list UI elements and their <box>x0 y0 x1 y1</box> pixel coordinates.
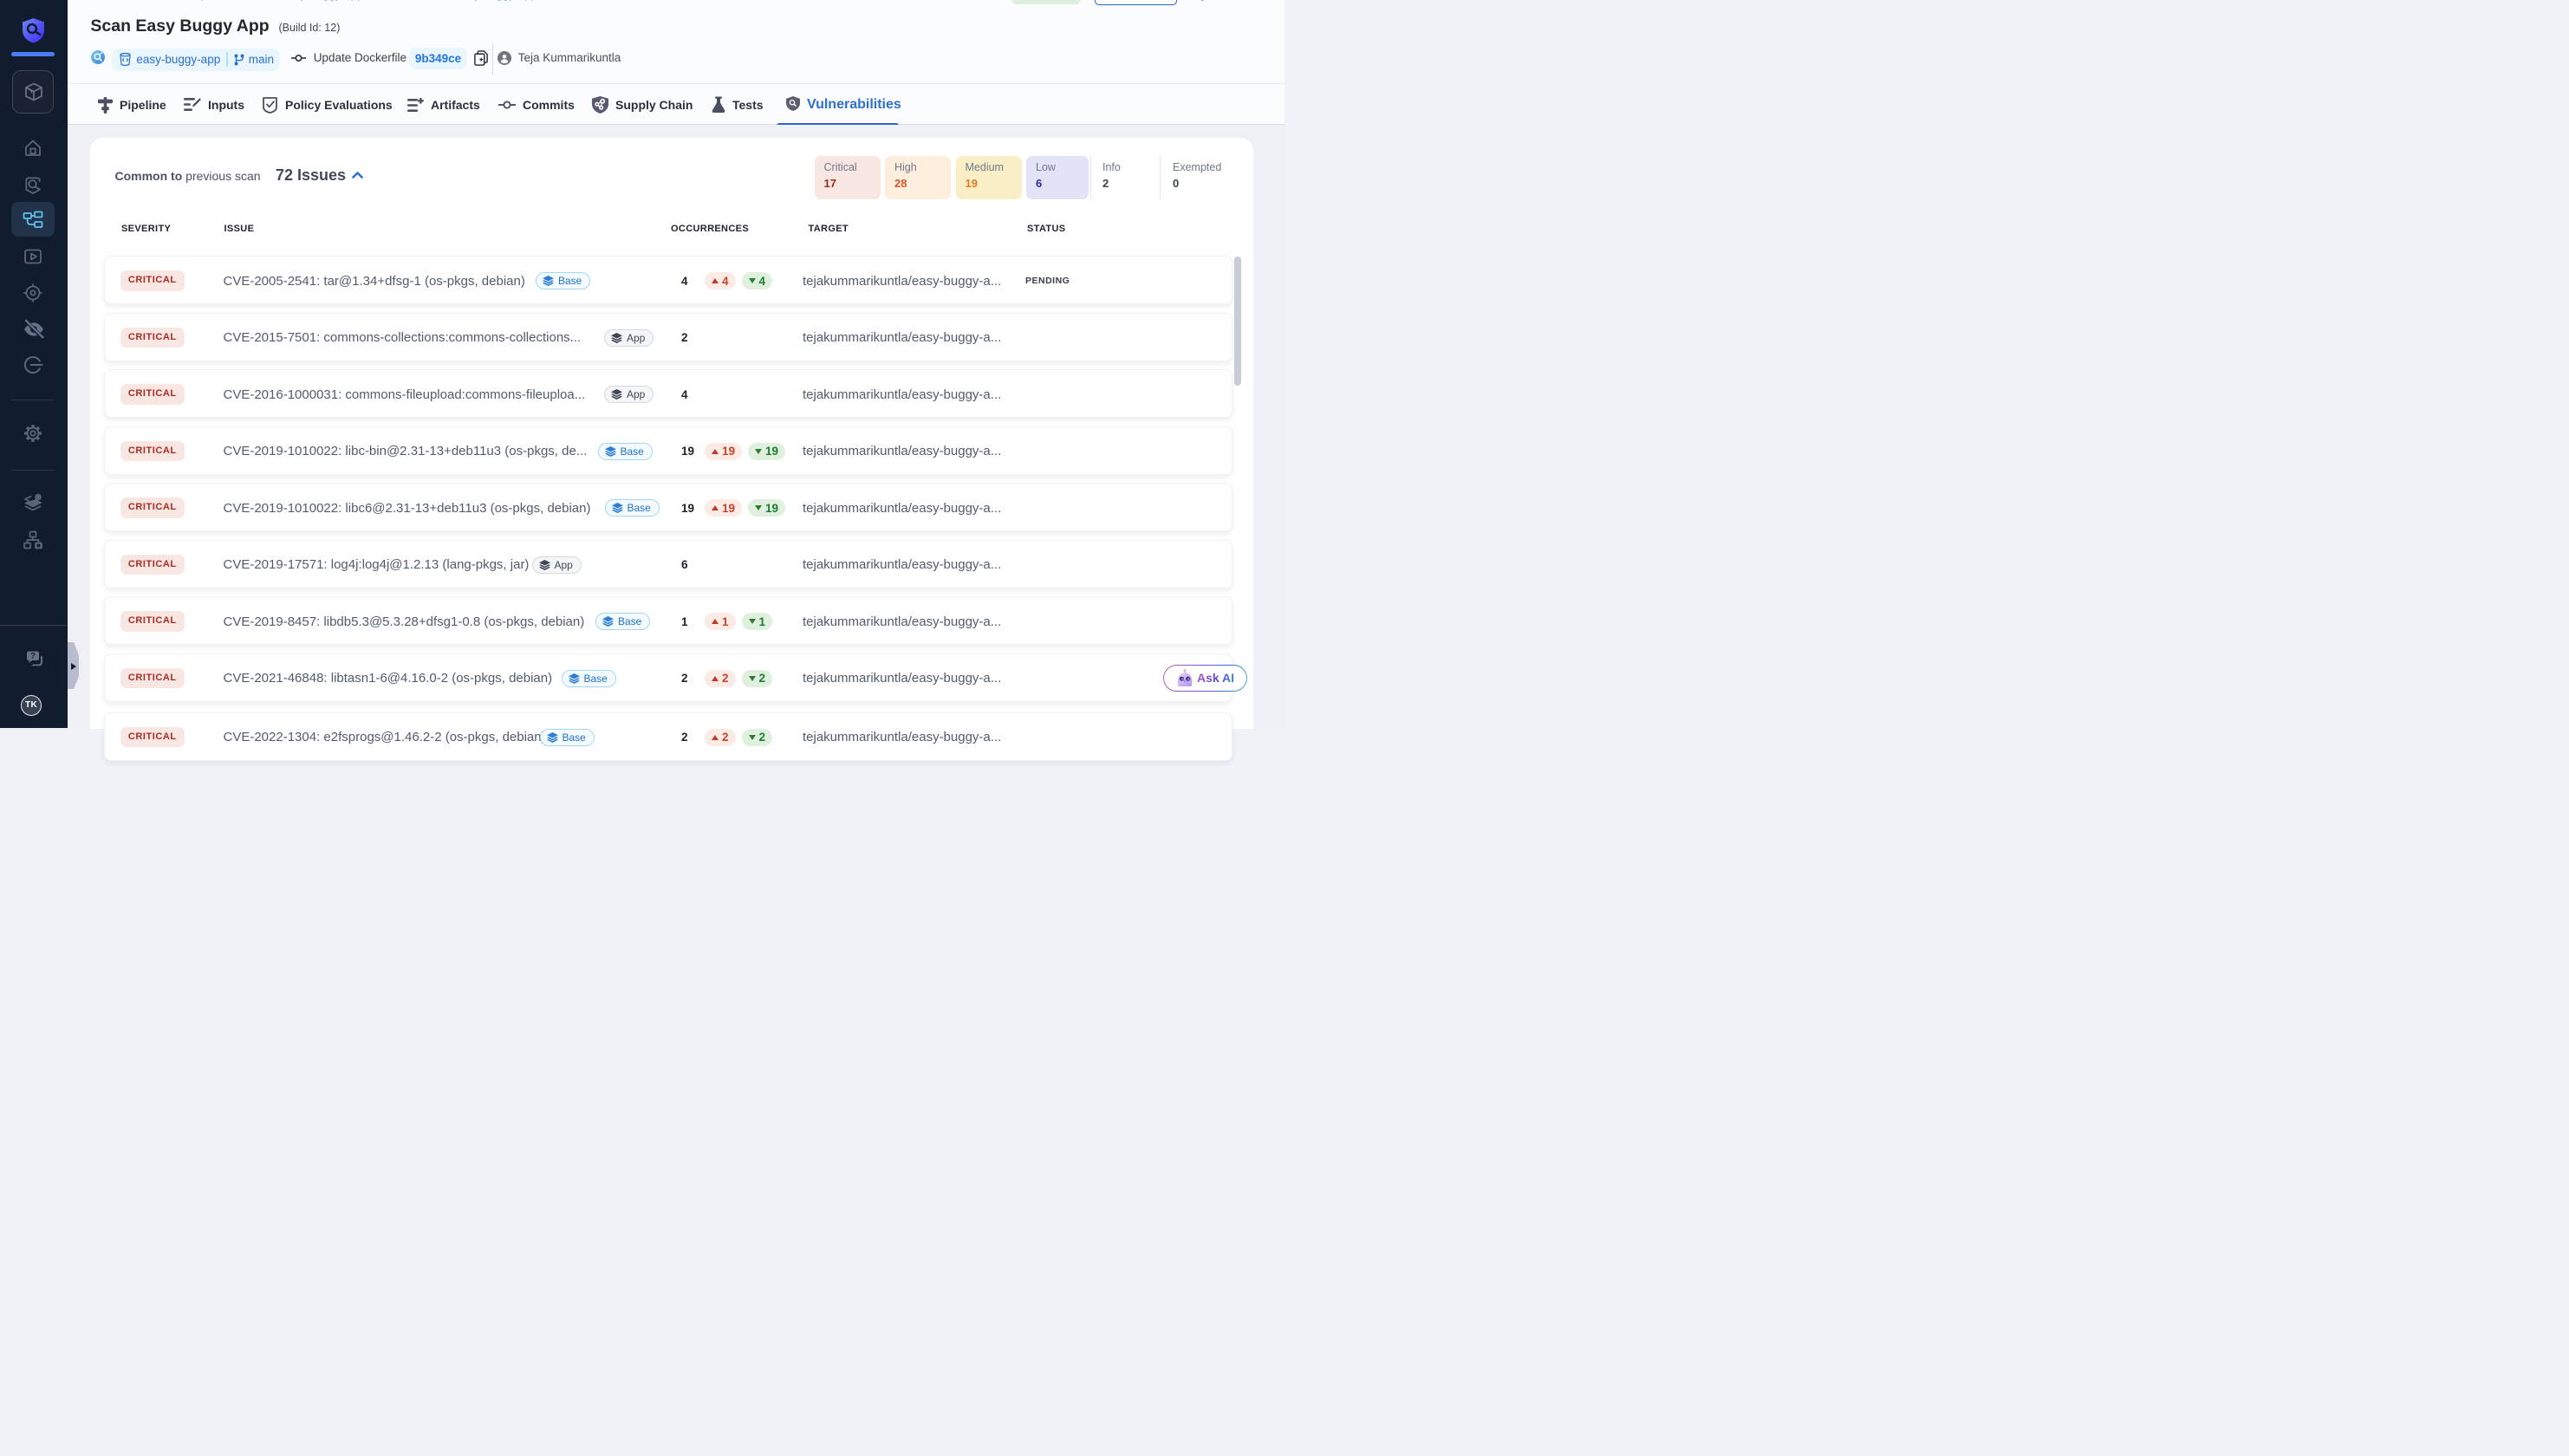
svg-text:?: ? <box>30 651 36 660</box>
